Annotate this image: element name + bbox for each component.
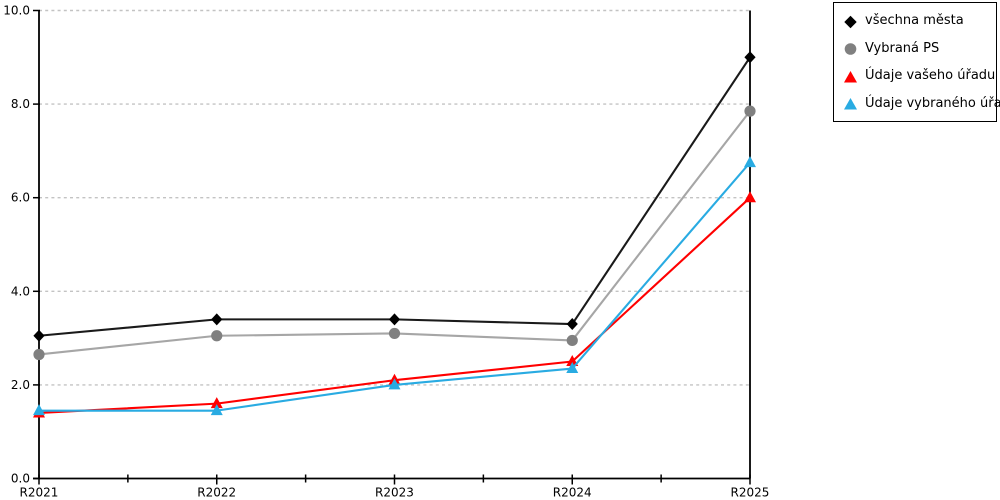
legend-item: Údaje vybraného úřadu (843, 92, 1000, 114)
legend-item: všechna města (843, 10, 996, 32)
legend-label: všechna města (865, 13, 964, 29)
legend-label: Údaje vašeho úřadu (865, 68, 996, 84)
legend-label: Údaje vybraného úřadu (865, 95, 1000, 111)
triangle-marker-icon (843, 96, 858, 110)
legend-item: Vybraná PS (843, 37, 996, 59)
diamond-marker-icon (843, 14, 858, 28)
legend: všechna města Vybraná PS Údaje vašeho úř… (833, 2, 1000, 122)
series-triangle (33, 156, 756, 416)
svg-text:8.0: 8.0 (11, 97, 30, 111)
legend-item: Údaje vašeho úřadu (843, 65, 996, 87)
svg-text:R2025: R2025 (731, 486, 770, 500)
triangle-marker-icon (843, 69, 858, 83)
series-diamond (33, 51, 756, 342)
legend-label: Vybraná PS (865, 40, 940, 56)
svg-text:0.0: 0.0 (11, 472, 30, 486)
series-circle (33, 105, 756, 361)
svg-text:R2021: R2021 (20, 486, 59, 500)
circle-marker-icon (843, 41, 858, 56)
svg-text:R2022: R2022 (197, 486, 236, 500)
svg-text:R2024: R2024 (553, 486, 592, 500)
svg-text:10.0: 10.0 (3, 4, 30, 18)
svg-text:4.0: 4.0 (11, 284, 30, 298)
svg-text:R2023: R2023 (375, 486, 414, 500)
svg-text:6.0: 6.0 (11, 191, 30, 205)
svg-text:2.0: 2.0 (11, 378, 30, 392)
